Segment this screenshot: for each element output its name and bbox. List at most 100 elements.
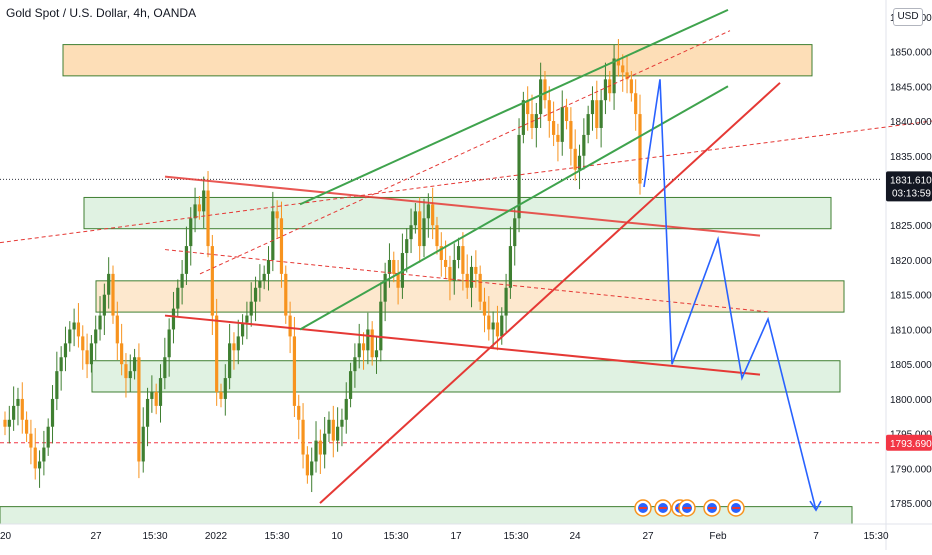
candle-body (12, 405, 16, 420)
candle-body (383, 273, 387, 302)
candle-body (37, 461, 42, 469)
candle-body (595, 100, 599, 128)
trend-line-red-5 (199, 30, 731, 275)
candle-body (331, 419, 335, 441)
candle-body (128, 371, 132, 379)
candle-body (348, 371, 353, 399)
candle-body (63, 343, 68, 358)
candle-body (288, 315, 292, 337)
candle-body (111, 273, 115, 316)
y-tick-label: 1840.000 (890, 117, 932, 128)
candle-body (582, 134, 586, 156)
candle-body (543, 79, 547, 101)
y-tick-label: 1810.000 (890, 325, 932, 336)
candle-body (474, 266, 478, 274)
candle-body (336, 426, 340, 441)
candle-body (120, 343, 124, 365)
x-tick-label: 24 (569, 531, 581, 542)
y-tick-label: 1820.000 (890, 256, 932, 267)
x-tick-label: 20 (0, 531, 12, 542)
candle-body (176, 287, 180, 309)
candle-body (240, 322, 245, 337)
candle-body (603, 79, 608, 101)
y-tick-label: 1805.000 (890, 360, 932, 371)
candle-body (223, 378, 227, 399)
candle-body (89, 343, 93, 365)
y-tick-label: 1790.000 (890, 464, 932, 475)
candle-body (560, 107, 564, 142)
candle-body (158, 378, 163, 406)
candle-body (612, 58, 616, 94)
candle-body (409, 225, 413, 240)
candle-body (616, 58, 621, 66)
candle-body (232, 343, 236, 351)
candle-body (513, 218, 517, 247)
candle-body (258, 280, 262, 288)
candle-body (323, 433, 327, 455)
candle-body (305, 454, 309, 476)
currency-selector[interactable]: USD (893, 8, 923, 26)
x-tick-label: 27 (642, 531, 654, 542)
candle-body (228, 343, 232, 379)
candle-body (20, 398, 24, 420)
candle-body (396, 273, 400, 288)
candle-body (590, 100, 595, 115)
candle-body (327, 419, 331, 434)
y-tick-label: 1835.000 (890, 152, 932, 163)
candle-body (59, 357, 63, 372)
candle-body (24, 419, 29, 434)
candle-body (76, 322, 81, 337)
candle-body (215, 315, 219, 392)
chart-title: Gold Spot / U.S. Dollar, 4h, OANDA (6, 6, 197, 20)
candle-body (284, 273, 288, 316)
candle-body (573, 148, 577, 170)
y-tick-label: 1850.000 (890, 48, 932, 59)
candle-body (629, 79, 633, 94)
trend-line-red-1 (164, 314, 761, 376)
candle-body (547, 100, 551, 122)
x-tick-label: 10 (331, 531, 343, 542)
candle-body (621, 65, 625, 73)
x-tick-label: 15:30 (142, 531, 167, 542)
candle-body (500, 315, 504, 337)
candle-body (107, 273, 111, 295)
zone-support-4 (0, 506, 853, 525)
x-tick-label: 2022 (205, 531, 228, 542)
y-tick-label: 1845.000 (890, 82, 932, 93)
candle-body (33, 447, 37, 469)
y-tick-label: 1825.000 (890, 221, 932, 232)
x-tick-label: 17 (450, 531, 462, 542)
candle-body (431, 204, 435, 226)
y-tick-label: 1815.000 (890, 291, 932, 302)
candle-body (314, 440, 318, 462)
marked-level-label: 1793.690 (890, 439, 932, 450)
trend-line-red-2 (319, 82, 781, 504)
x-tick-label: 15:30 (503, 531, 528, 542)
zone-support-3 (91, 360, 841, 393)
candle-body (418, 211, 422, 247)
candle-body (586, 114, 590, 135)
candle-body (102, 294, 106, 316)
candle-body (81, 336, 85, 351)
candle-body (413, 211, 417, 226)
candle-body (150, 391, 154, 399)
y-tick-label: 1785.000 (890, 499, 932, 510)
candle-body (366, 329, 370, 351)
candle-body (262, 273, 266, 281)
candle-body (249, 301, 253, 316)
candle-body (7, 419, 11, 427)
candle-body (435, 225, 439, 247)
candle-body (180, 273, 184, 288)
candle-body (301, 419, 305, 455)
candle-body (42, 447, 46, 462)
candle-body (189, 218, 193, 247)
candle-body (491, 322, 495, 330)
candle-body (197, 204, 201, 212)
candle-body (141, 426, 145, 462)
candle-body (318, 440, 322, 455)
candle-body (638, 114, 642, 184)
candle-body (405, 239, 409, 254)
trend-line-red-0 (164, 175, 761, 237)
